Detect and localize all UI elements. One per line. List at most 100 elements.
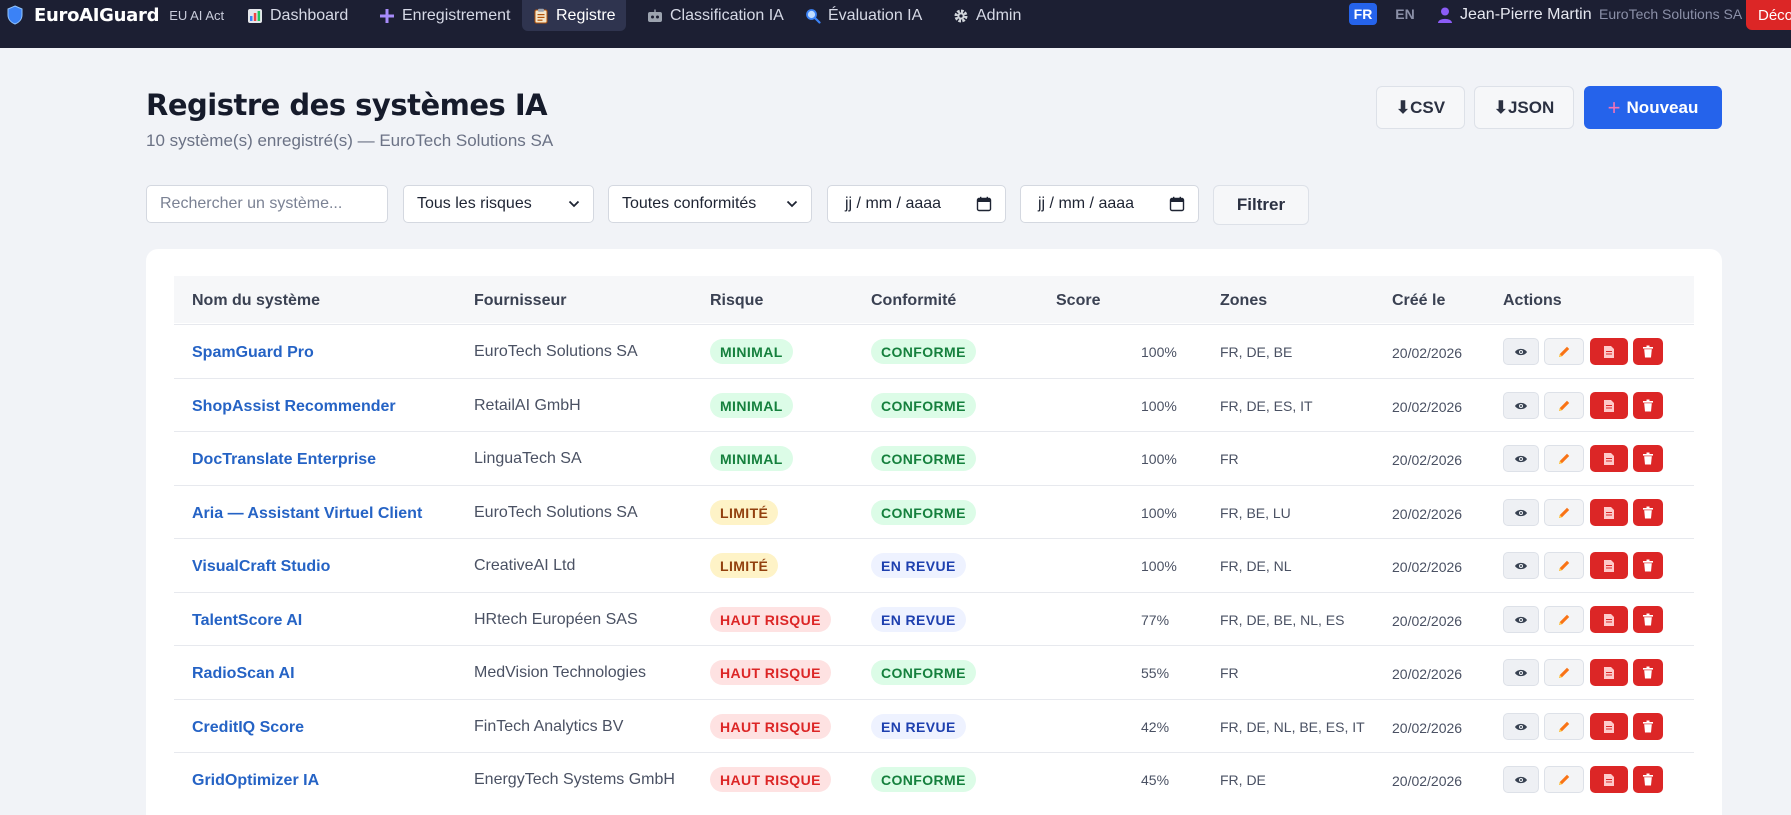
pdf-export-button[interactable] <box>1590 606 1628 633</box>
view-button[interactable] <box>1503 338 1539 365</box>
risk-badge: LIMITÉ <box>710 500 779 525</box>
robot-icon <box>646 8 664 24</box>
export-csv-button[interactable]: ⬇CSV <box>1376 86 1465 129</box>
pdf-export-button[interactable] <box>1590 552 1628 579</box>
system-name-link[interactable]: RadioScan AI <box>192 665 295 682</box>
view-button[interactable] <box>1503 766 1539 793</box>
conformity-filter-select[interactable]: Toutes conformités <box>608 185 812 223</box>
search-field[interactable] <box>146 185 388 223</box>
trash-icon <box>1643 399 1653 412</box>
created-date-cell: 20/02/2026 <box>1392 399 1463 415</box>
date-to-input[interactable]: jj / mm / aaaa <box>1020 185 1199 223</box>
delete-button[interactable] <box>1633 392 1663 419</box>
score-cell: 100% <box>1141 344 1177 360</box>
delete-button[interactable] <box>1633 606 1663 633</box>
system-name-link[interactable]: DocTranslate Enterprise <box>192 451 377 468</box>
trash-icon <box>1643 345 1653 358</box>
delete-button[interactable] <box>1633 499 1663 526</box>
edit-button[interactable] <box>1544 338 1584 365</box>
table-row: ShopAssist Recommender RetailAI GmbH MINIM… <box>174 378 1694 432</box>
date-to-value: jj / mm / aaaa <box>1038 195 1135 212</box>
view-button[interactable] <box>1503 392 1539 419</box>
table-row: CreditIQ Score FinTech Analytics BV HAUT R… <box>174 699 1694 753</box>
conformity-badge: CONFORME <box>871 339 976 364</box>
date-from-input[interactable]: jj / mm / aaaa <box>827 185 1006 223</box>
view-button[interactable] <box>1503 445 1539 472</box>
document-icon <box>1604 559 1614 572</box>
pdf-export-button[interactable] <box>1590 445 1628 472</box>
new-system-button[interactable]: + Nouveau <box>1584 86 1722 129</box>
edit-button[interactable] <box>1544 445 1584 472</box>
edit-button[interactable] <box>1544 713 1584 740</box>
view-button[interactable] <box>1503 606 1539 633</box>
document-icon <box>1604 345 1614 358</box>
edit-button[interactable] <box>1544 552 1584 579</box>
system-name-link[interactable]: CreditIQ Score <box>192 719 305 736</box>
vendor-cell: CreativeAI Ltd <box>474 557 576 574</box>
filter-button[interactable]: Filtrer <box>1213 185 1309 225</box>
pdf-export-button[interactable] <box>1590 713 1628 740</box>
edit-button[interactable] <box>1544 499 1584 526</box>
user-menu[interactable]: Jean-Pierre Martin <box>1436 4 1592 26</box>
pdf-export-button[interactable] <box>1590 392 1628 419</box>
nav-registre[interactable]: Registre <box>522 0 626 31</box>
search-input[interactable] <box>160 195 374 213</box>
gear-icon <box>952 8 970 24</box>
calendar-icon[interactable] <box>1169 196 1185 212</box>
system-name-link[interactable]: GridOptimizer IA <box>192 772 320 789</box>
risk-badge: MINIMAL <box>710 393 793 418</box>
plus-icon: + <box>1607 94 1621 120</box>
system-name-link[interactable]: TalentScore AI <box>192 612 303 629</box>
vendor-cell: HRtech Européen SAS <box>474 611 638 628</box>
trash-icon <box>1643 613 1653 626</box>
lang-en-button[interactable]: EN <box>1395 6 1415 22</box>
nav-evaluation[interactable]: Évaluation IA <box>794 0 932 31</box>
export-json-button[interactable]: ⬇JSON <box>1474 86 1574 129</box>
system-name-link[interactable]: Aria — Assistant Virtuel Client <box>192 505 423 522</box>
system-name-link[interactable]: VisualCraft Studio <box>192 558 331 575</box>
delete-button[interactable] <box>1633 445 1663 472</box>
column-header-actions: Actions <box>1503 292 1562 309</box>
pdf-export-button[interactable] <box>1590 499 1628 526</box>
delete-button[interactable] <box>1633 552 1663 579</box>
created-date-cell: 20/02/2026 <box>1392 506 1463 522</box>
eye-icon <box>1515 509 1527 516</box>
nav-enregistrement[interactable]: Enregistrement <box>368 0 521 31</box>
zones-cell: FR, DE, NL <box>1220 558 1292 574</box>
calendar-icon[interactable] <box>976 196 992 212</box>
conformity-badge: EN REVUE <box>871 553 966 578</box>
view-button[interactable] <box>1503 552 1539 579</box>
zones-cell: FR, DE <box>1220 772 1266 788</box>
view-button[interactable] <box>1503 713 1539 740</box>
risk-badge: HAUT RISQUE <box>710 714 831 739</box>
delete-button[interactable] <box>1633 766 1663 793</box>
brand[interactable]: EuroAIGuard EU AI Act <box>6 4 224 26</box>
logout-button[interactable]: Déco <box>1746 0 1791 30</box>
system-name-link[interactable]: SpamGuard Pro <box>192 344 314 361</box>
risk-badge: MINIMAL <box>710 446 793 471</box>
edit-button[interactable] <box>1544 766 1584 793</box>
nav-classification[interactable]: Classification IA <box>636 0 794 31</box>
pdf-export-button[interactable] <box>1590 766 1628 793</box>
shield-icon <box>7 5 23 25</box>
edit-button[interactable] <box>1544 659 1584 686</box>
risk-filter-select[interactable]: Tous les risques <box>403 185 594 223</box>
risk-badge: HAUT RISQUE <box>710 767 831 792</box>
system-name-link[interactable]: ShopAssist Recommender <box>192 398 396 415</box>
edit-button[interactable] <box>1544 392 1584 419</box>
nav-admin[interactable]: Admin <box>942 0 1031 31</box>
nav-dashboard[interactable]: Dashboard <box>236 0 358 31</box>
created-date-cell: 20/02/2026 <box>1392 452 1463 468</box>
pdf-export-button[interactable] <box>1590 338 1628 365</box>
view-button[interactable] <box>1503 499 1539 526</box>
delete-button[interactable] <box>1633 713 1663 740</box>
pencil-icon <box>1559 721 1570 732</box>
chevron-down-icon <box>786 200 798 208</box>
trash-icon <box>1643 666 1653 679</box>
pdf-export-button[interactable] <box>1590 659 1628 686</box>
edit-button[interactable] <box>1544 606 1584 633</box>
lang-fr-button[interactable]: FR <box>1349 3 1377 25</box>
delete-button[interactable] <box>1633 659 1663 686</box>
delete-button[interactable] <box>1633 338 1663 365</box>
view-button[interactable] <box>1503 659 1539 686</box>
